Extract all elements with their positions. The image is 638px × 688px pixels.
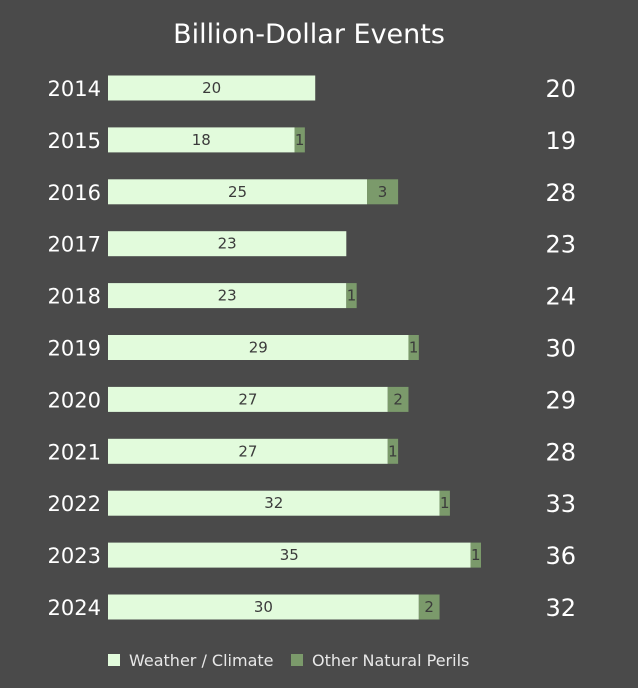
bar-row-2018: 2018 23 1 24 [48, 283, 576, 311]
total-label: 32 [545, 594, 576, 622]
year-label: 2019 [48, 337, 101, 361]
bar-weather-climate [108, 490, 440, 516]
bar-other-natural-perils [418, 594, 440, 620]
bar-row-2023: 2023 35 1 36 [48, 542, 576, 570]
bar-other-natural-perils [387, 386, 409, 412]
total-label: 20 [545, 75, 576, 103]
total-label: 28 [545, 438, 576, 466]
bar-weather-climate [108, 283, 347, 309]
chart-legend: Weather / Climate Other Natural Perils [108, 651, 469, 670]
year-label: 2023 [48, 544, 101, 568]
total-label: 28 [545, 179, 576, 207]
bar-label-other-natural-perils: 1 [347, 287, 357, 305]
bar-other-natural-perils [294, 127, 305, 153]
bar-label-weather-climate: 32 [264, 494, 283, 512]
bar-label-other-natural-perils: 2 [424, 598, 434, 616]
bar-label-other-natural-perils: 1 [409, 339, 419, 357]
year-label: 2024 [48, 596, 101, 620]
bar-label-other-natural-perils: 1 [471, 546, 481, 564]
bar-weather-climate [108, 335, 409, 360]
bar-label-weather-climate: 27 [238, 442, 257, 460]
year-label: 2020 [48, 388, 101, 412]
bar-label-other-natural-perils: 3 [378, 183, 388, 201]
legend-swatch [108, 654, 120, 666]
bar-row-2016: 2016 25 3 28 [48, 179, 576, 207]
bar-row-2019: 2019 29 1 30 [48, 335, 576, 363]
year-label: 2015 [48, 129, 101, 153]
bar-label-other-natural-perils: 1 [388, 442, 398, 460]
year-label: 2016 [48, 181, 101, 205]
bar-weather-climate [108, 438, 388, 464]
year-label: 2014 [48, 77, 101, 101]
bar-row-2022: 2022 32 1 33 [48, 490, 576, 518]
bar-label-weather-climate: 27 [238, 390, 257, 408]
legend-label: Other Natural Perils [312, 651, 469, 670]
legend-item-other-natural-perils: Other Natural Perils [291, 651, 469, 670]
bar-other-natural-perils [346, 283, 357, 309]
bar-label-weather-climate: 30 [254, 598, 273, 616]
bar-weather-climate [108, 231, 347, 257]
total-label: 24 [545, 283, 576, 311]
bar-label-other-natural-perils: 2 [393, 390, 403, 408]
legend-item-weather-climate: Weather / Climate [108, 651, 274, 670]
bar-label-other-natural-perils: 1 [295, 131, 305, 149]
year-label: 2017 [48, 233, 101, 257]
bar-label-weather-climate: 20 [202, 79, 221, 97]
bar-row-2020: 2020 27 2 29 [48, 386, 576, 414]
bar-row-2024: 2024 30 2 32 [48, 594, 576, 622]
total-label: 36 [545, 542, 576, 570]
bar-other-natural-perils [439, 490, 450, 516]
bar-weather-climate [108, 179, 368, 205]
bar-row-2021: 2021 27 1 28 [48, 438, 576, 466]
bar-label-weather-climate: 29 [249, 339, 268, 357]
total-label: 23 [545, 231, 576, 259]
bar-weather-climate [108, 594, 419, 620]
bar-row-2015: 2015 18 1 19 [48, 127, 576, 155]
bar-label-weather-climate: 35 [280, 546, 299, 564]
bar-label-weather-climate: 18 [192, 131, 211, 149]
bar-weather-climate [108, 542, 471, 568]
bar-row-2017: 2017 23 23 [48, 231, 576, 259]
bar-other-natural-perils [387, 438, 399, 464]
year-label: 2018 [48, 285, 101, 309]
bar-other-natural-perils [367, 179, 399, 205]
bar-weather-climate [108, 127, 295, 153]
bar-label-weather-climate: 23 [218, 235, 237, 253]
total-label: 33 [545, 490, 576, 518]
total-label: 19 [545, 127, 576, 155]
bar-other-natural-perils [470, 542, 481, 568]
total-label: 30 [545, 335, 576, 363]
total-label: 29 [545, 386, 576, 414]
bar-label-weather-climate: 23 [218, 287, 237, 305]
legend-swatch [291, 654, 303, 666]
bar-other-natural-perils [408, 335, 419, 360]
bar-weather-climate [108, 75, 316, 101]
bar-weather-climate [108, 386, 388, 412]
bar-label-other-natural-perils: 1 [440, 494, 450, 512]
bar-row-2014: 2014 20 20 [48, 75, 576, 103]
chart-title: Billion-Dollar Events [173, 19, 445, 50]
legend-label: Weather / Climate [129, 651, 274, 670]
year-label: 2022 [48, 492, 101, 516]
bar-label-weather-climate: 25 [228, 183, 247, 201]
year-label: 2021 [48, 440, 101, 464]
